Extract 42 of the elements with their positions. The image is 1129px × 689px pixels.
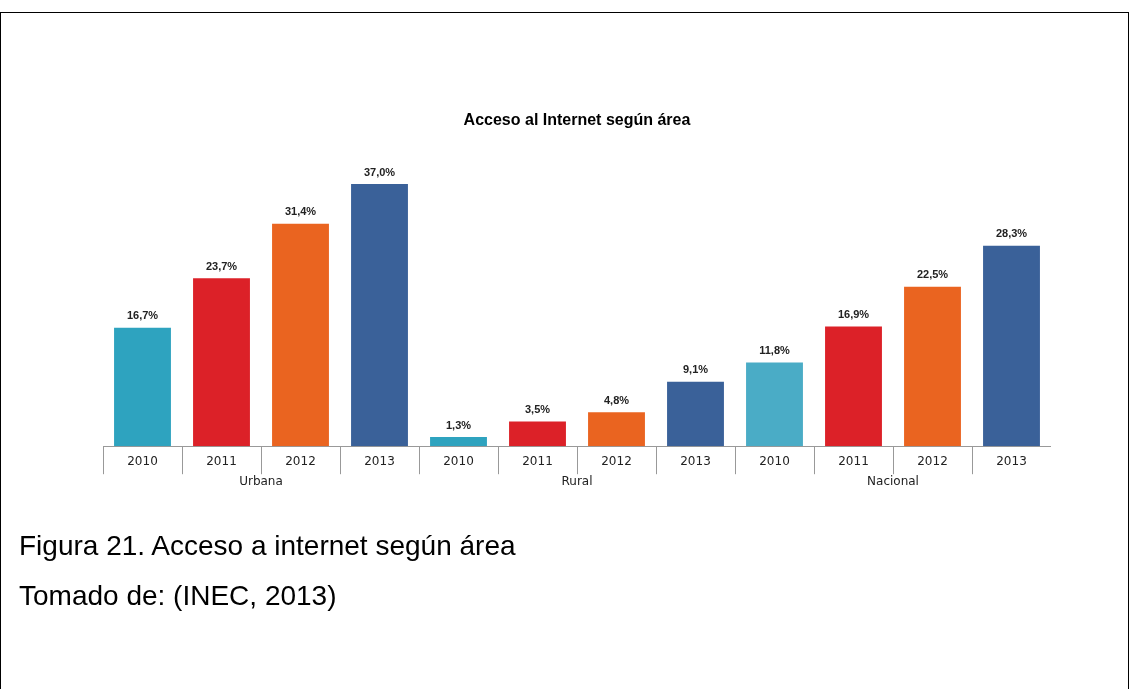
text: Figura 21. Acceso a internet según área [19,529,517,563]
x-tick-label: 2011 [206,453,237,468]
bar [272,223,329,447]
data-label: 1,3% [445,418,472,431]
data-label: 9,1% [682,363,709,376]
x-tick-label: 2012 [285,453,316,468]
x-axis-title: Urbana [239,473,283,488]
x-tick-label: 2010 [759,453,790,468]
bar [904,286,961,447]
data-label: 23,7% [205,259,238,272]
bar [193,278,250,447]
x-tick-label: 2010 [127,453,158,468]
bar [509,421,566,447]
x-tick-label: 2011 [522,453,553,468]
x-tick-label: 2013 [364,453,395,468]
data-label: 11,8% [759,344,791,357]
text: Tomado de: (INEC, 2013) [19,579,338,613]
bar [746,362,803,447]
data-label: 28,3% [995,227,1028,240]
chart-title: Acceso al Internet según área [462,111,692,130]
bar [825,326,882,447]
data-label: 16,9% [837,307,870,320]
x-tick-label: 2010 [443,453,474,468]
x-tick-label: 2011 [838,453,869,468]
data-label: 37,0% [363,165,396,178]
bar [983,245,1040,447]
x-tick-label: 2013 [680,453,711,468]
data-label: 31,4% [284,205,317,218]
bar [430,436,487,447]
bar [588,412,645,447]
x-axis-title: Nacional [867,473,919,488]
bar [114,327,171,447]
data-label: 4,8% [603,393,630,406]
x-tick-label: 2012 [917,453,948,468]
bar [351,183,408,447]
x-axis-title: Rural [561,473,593,488]
x-tick-label: 2012 [601,453,632,468]
data-label: 3,5% [524,402,551,415]
data-label: 16,7% [126,309,159,322]
bar [667,381,724,447]
x-tick-label: 2013 [996,453,1027,468]
data-label: 22,5% [916,268,949,281]
